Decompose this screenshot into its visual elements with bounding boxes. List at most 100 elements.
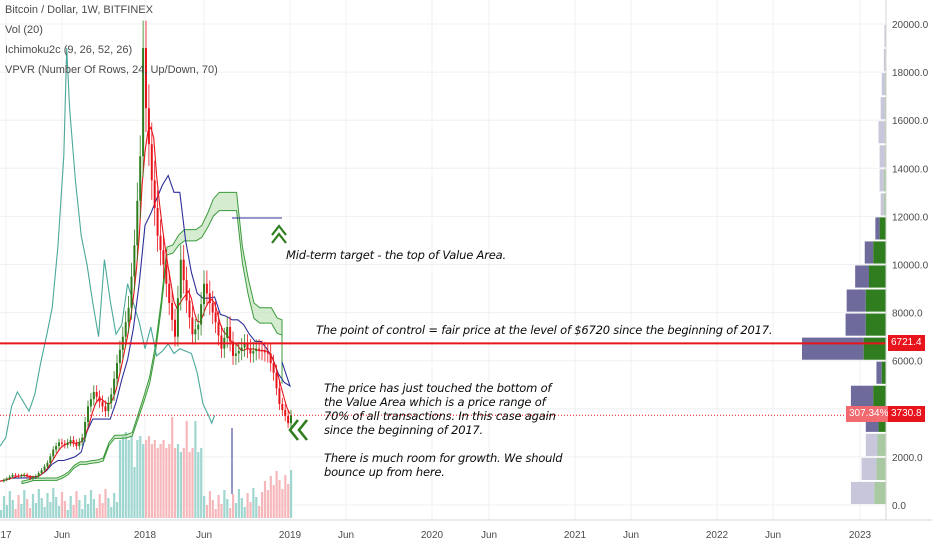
vpvr-down-bar	[855, 265, 869, 288]
volume-bar	[185, 421, 188, 518]
volume-bar	[8, 491, 11, 518]
candle-body	[145, 48, 147, 109]
volume-bar	[40, 498, 43, 518]
volume-bar	[171, 417, 174, 518]
volume-bar	[182, 448, 185, 518]
volume-bar	[211, 500, 214, 518]
candle-body	[208, 293, 211, 303]
volume-bar	[2, 496, 6, 518]
volume-bar	[66, 510, 69, 518]
vpvr-down-bar	[845, 313, 866, 336]
candle-body	[46, 462, 49, 467]
last-price-tag: 3730.8	[888, 406, 925, 422]
volume-bar	[95, 508, 98, 518]
vpvr-down-bar	[880, 193, 884, 216]
candle-body	[290, 415, 292, 424]
volume-legend[interactable]: Vol (20)	[5, 24, 43, 36]
vpvr-down-bar	[850, 385, 874, 408]
y-tick-label: 6000.0	[892, 357, 923, 368]
vpvr-down-bar	[864, 241, 874, 264]
volume-bar	[110, 507, 113, 518]
volume-bar	[34, 503, 37, 518]
volume-bar	[229, 508, 232, 518]
volume-bar	[49, 502, 52, 518]
volume-bar	[188, 452, 191, 518]
candle-body	[127, 307, 130, 323]
vpvr-up-bar	[881, 361, 886, 384]
value-area-annotation-line-4: since the beginning of 2017.	[324, 423, 484, 437]
candle-body	[37, 473, 40, 477]
candle-body	[72, 440, 75, 444]
volume-bar	[113, 493, 116, 518]
volume-bar	[127, 440, 130, 518]
volume-bar	[252, 488, 255, 518]
volume-bar	[278, 480, 281, 518]
candle-body	[220, 335, 223, 349]
growth-annotation-line-1: There is much room for growth. We should	[324, 451, 563, 465]
candle-body	[176, 298, 179, 337]
candle-body	[133, 245, 136, 277]
x-tick-label: Jun	[338, 530, 354, 541]
vpvr-down-bar	[846, 289, 866, 312]
candle-body	[69, 440, 72, 443]
volume-bar	[255, 497, 258, 518]
ichimoku-cloud	[21, 191, 283, 485]
candle-body	[255, 348, 258, 352]
vpvr-up-bar	[868, 265, 886, 288]
left-arrow-icon	[288, 419, 309, 441]
candle-body	[226, 327, 229, 338]
vpvr-down-bar	[875, 217, 880, 240]
candle-body	[52, 449, 55, 457]
y-tick-label: 2000.0	[892, 453, 923, 464]
up-arrow-icon	[271, 224, 287, 244]
volume-bar	[237, 489, 240, 518]
volume-bar	[124, 432, 127, 518]
volume-bar	[11, 500, 14, 518]
candle-body	[211, 302, 214, 313]
symbol-legend[interactable]: Bitcoin / Dollar, 1W, BITFINEX	[5, 4, 153, 16]
volume-bar	[165, 448, 168, 518]
y-tick-label: 14000.0	[892, 164, 929, 175]
candle-body	[124, 322, 127, 337]
volume-bar	[176, 444, 180, 518]
volume-bar	[20, 504, 23, 518]
volume-bar	[63, 501, 66, 518]
candle-body	[272, 363, 275, 373]
volume-bar	[162, 440, 165, 518]
x-tick-label: Jun	[765, 530, 781, 541]
volume-bar	[272, 485, 275, 518]
candle-body	[84, 422, 87, 438]
candle-body	[11, 474, 14, 477]
vpvr-down-bar	[861, 457, 877, 480]
volume-bar	[234, 503, 238, 518]
candle-body	[188, 300, 191, 318]
volume-bar	[223, 490, 226, 518]
volume-bar	[31, 494, 35, 518]
x-tick-label: Jun	[54, 530, 70, 541]
volume-bar	[266, 490, 269, 518]
volume-bar	[139, 436, 142, 518]
candle-body	[165, 264, 168, 284]
vpvr-histogram	[802, 24, 886, 505]
candle-body	[92, 391, 95, 400]
candle-body	[81, 437, 84, 442]
volume-bar	[55, 497, 58, 518]
vpvr-legend[interactable]: VPVR (Number Of Rows, 24, Up/Down, 70)	[5, 64, 218, 76]
candle-body	[98, 396, 101, 402]
y-tick-label: 16000.0	[892, 116, 929, 127]
candle-body	[269, 353, 272, 364]
vpvr-down-bar	[883, 49, 886, 72]
candle-body	[240, 347, 243, 352]
value-area-annotation-line-2: the Value Area which is a price range of	[324, 395, 546, 409]
volume-bar	[107, 498, 110, 518]
candle-body	[78, 441, 81, 447]
candle-body	[31, 477, 34, 479]
volume-bar	[87, 504, 90, 518]
candle-body	[179, 259, 182, 299]
candle-body	[232, 341, 234, 356]
volume-bar	[168, 444, 171, 518]
ichimoku-legend[interactable]: Ichimoku2c (9, 26, 52, 26)	[5, 44, 133, 56]
volume-bar	[281, 489, 284, 518]
candle-body	[139, 156, 142, 201]
